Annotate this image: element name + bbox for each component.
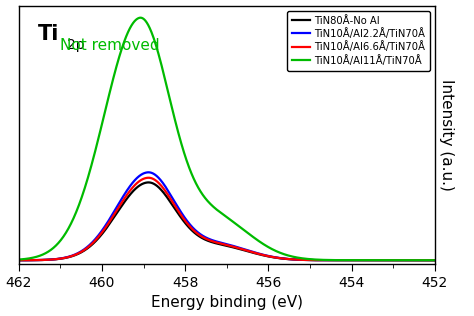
TiN10Å/Al11Å/TiN70Å	[429, 258, 435, 262]
TiN80Å-No Al	[9, 258, 14, 262]
TiN10Å/Al6.6Å/TiN70Å	[0, 258, 1, 262]
TiN80Å-No Al	[230, 246, 236, 249]
Y-axis label: Intensity (a.u.): Intensity (a.u.)	[439, 79, 454, 191]
Line: TiN80Å-No Al: TiN80Å-No Al	[0, 182, 456, 260]
TiN80Å-No Al	[92, 240, 98, 244]
TiN10Å/Al11Å/TiN70Å	[242, 229, 248, 233]
Text: 2p: 2p	[66, 38, 84, 52]
TiN10Å/Al6.6Å/TiN70Å	[9, 258, 14, 262]
TiN10Å/Al11Å/TiN70Å	[0, 258, 1, 262]
TiN10Å/Al11Å/TiN70Å	[453, 258, 458, 262]
TiN10Å/Al6.6Å/TiN70Å	[242, 248, 248, 252]
TiN10Å/Al11Å/TiN70Å	[8, 258, 14, 262]
TiN80Å-No Al	[146, 180, 151, 184]
Line: TiN10Å/Al11Å/TiN70Å: TiN10Å/Al11Å/TiN70Å	[0, 18, 456, 260]
TiN10Å/Al2.2Å/TiN70Å	[9, 258, 14, 262]
TiN10Å/Al6.6Å/TiN70Å	[92, 239, 98, 243]
TiN10Å/Al2.2Å/TiN70Å	[8, 258, 14, 262]
TiN80Å-No Al	[8, 258, 14, 262]
TiN10Å/Al11Å/TiN70Å	[138, 16, 144, 20]
TiN10Å/Al2.2Å/TiN70Å	[230, 244, 236, 248]
Text: Ti: Ti	[37, 24, 59, 44]
TiN10Å/Al2.2Å/TiN70Å	[453, 258, 458, 262]
TiN10Å/Al11Å/TiN70Å	[92, 150, 98, 154]
TiN10Å/Al6.6Å/TiN70Å	[8, 258, 14, 262]
TiN10Å/Al11Å/TiN70Å	[9, 258, 14, 262]
TiN10Å/Al11Å/TiN70Å	[230, 220, 236, 224]
TiN80Å-No Al	[242, 249, 248, 252]
X-axis label: Energy binding (eV): Energy binding (eV)	[151, 295, 303, 310]
TiN10Å/Al6.6Å/TiN70Å	[453, 258, 458, 262]
TiN10Å/Al2.2Å/TiN70Å	[146, 170, 151, 174]
TiN10Å/Al2.2Å/TiN70Å	[92, 238, 98, 241]
Line: TiN10Å/Al2.2Å/TiN70Å: TiN10Å/Al2.2Å/TiN70Å	[0, 172, 456, 260]
TiN10Å/Al6.6Å/TiN70Å	[429, 258, 435, 262]
TiN80Å-No Al	[453, 258, 458, 262]
TiN10Å/Al2.2Å/TiN70Å	[0, 258, 1, 262]
TiN10Å/Al2.2Å/TiN70Å	[429, 258, 435, 262]
TiN10Å/Al6.6Å/TiN70Å	[146, 176, 151, 179]
TiN80Å-No Al	[0, 258, 1, 262]
Line: TiN10Å/Al6.6Å/TiN70Å: TiN10Å/Al6.6Å/TiN70Å	[0, 178, 456, 260]
TiN10Å/Al6.6Å/TiN70Å	[230, 245, 236, 248]
Legend: TiN80Å-No Al, TiN10Å/Al2.2Å/TiN70Å, TiN10Å/Al6.6Å/TiN70Å, TiN10Å/Al11Å/TiN70Å: TiN80Å-No Al, TiN10Å/Al2.2Å/TiN70Å, TiN1…	[287, 10, 430, 71]
TiN10Å/Al2.2Å/TiN70Å	[242, 248, 248, 252]
TiN80Å-No Al	[429, 258, 435, 262]
Text: Not removed: Not removed	[61, 38, 160, 53]
